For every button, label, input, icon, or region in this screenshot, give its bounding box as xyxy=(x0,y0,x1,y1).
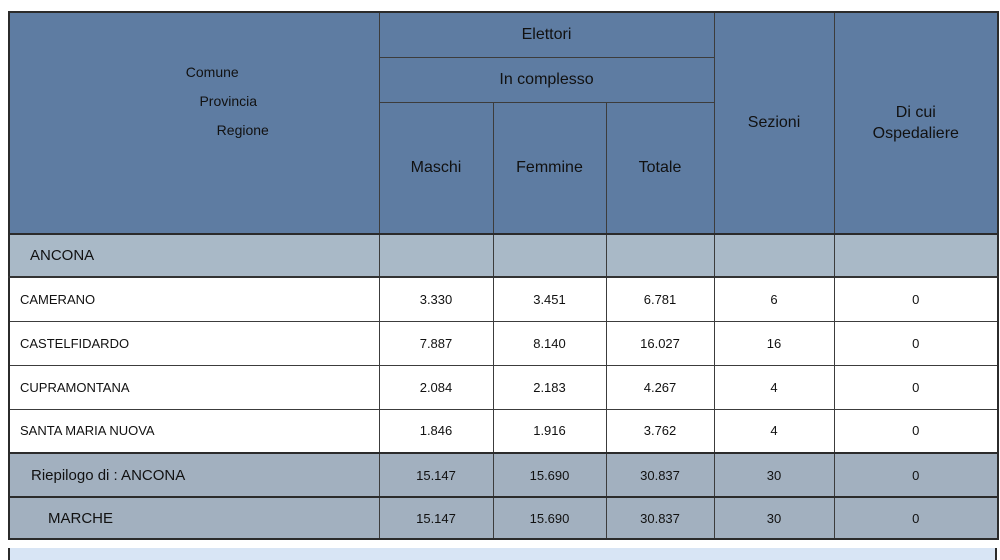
table-row: CASTELFIDARDO 7.887 8.140 16.027 16 0 xyxy=(8,320,999,366)
comune-name: CAMERANO xyxy=(8,276,380,322)
sezioni-value: 6 xyxy=(713,276,835,322)
femmine-value: 3.451 xyxy=(492,276,607,322)
next-section-strip xyxy=(8,548,997,560)
totale-value: 3.762 xyxy=(605,408,715,454)
province-group-row: ANCONA xyxy=(8,233,999,278)
femmine-value: 15.690 xyxy=(492,496,607,540)
table-row: CUPRAMONTANA 2.084 2.183 4.267 4 0 xyxy=(8,364,999,410)
totale-value: 6.781 xyxy=(605,276,715,322)
header-in-complesso: In complesso xyxy=(378,56,715,103)
empty-cell xyxy=(833,233,999,278)
femmine-value: 1.916 xyxy=(492,408,607,454)
comune-name: CASTELFIDARDO xyxy=(8,320,380,366)
summary-row-ancona: Riepilogo di : ANCONA 15.147 15.690 30.8… xyxy=(8,452,999,498)
empty-cell xyxy=(378,233,494,278)
ospedaliere-value: 0 xyxy=(833,276,999,322)
sezioni-value: 4 xyxy=(713,408,835,454)
header-provincia-label: Provincia xyxy=(199,93,258,109)
ospedaliere-value: 0 xyxy=(833,364,999,410)
femmine-value: 8.140 xyxy=(492,320,607,366)
table-row: CAMERANO 3.330 3.451 6.781 6 0 xyxy=(8,276,999,322)
table-header: Comune Provincia Regione Elettori Sezion… xyxy=(8,11,999,235)
maschi-value: 7.887 xyxy=(378,320,494,366)
electors-table: Comune Provincia Regione Elettori Sezion… xyxy=(8,11,1000,540)
summary-row-marche: MARCHE 15.147 15.690 30.837 30 0 xyxy=(8,496,999,540)
header-di-cui-ospedaliere: Di cui Ospedaliere xyxy=(833,11,999,235)
summary-label: MARCHE xyxy=(8,496,380,540)
sezioni-value: 16 xyxy=(713,320,835,366)
table-body: ANCONA CAMERANO 3.330 3.451 6.781 6 0 CA… xyxy=(8,233,999,540)
header-regione-label: Regione xyxy=(216,122,269,138)
totale-value: 30.837 xyxy=(605,496,715,540)
ospedaliere-value: 0 xyxy=(833,496,999,540)
ospedaliere-value: 0 xyxy=(833,320,999,366)
comune-header-lines: Comune Provincia Regione xyxy=(10,13,378,145)
comune-name: CUPRAMONTANA xyxy=(8,364,380,410)
header-comune-label: Comune xyxy=(185,64,239,80)
maschi-value: 1.846 xyxy=(378,408,494,454)
table-row: SANTA MARIA NUOVA 1.846 1.916 3.762 4 0 xyxy=(8,408,999,454)
sezioni-value: 30 xyxy=(713,452,835,498)
ospedaliere-value: 0 xyxy=(833,408,999,454)
header-sezioni: Sezioni xyxy=(713,11,835,235)
header-femmine: Femmine xyxy=(492,101,607,235)
header-di-cui-line1: Di cui xyxy=(895,104,936,121)
sezioni-value: 30 xyxy=(713,496,835,540)
maschi-value: 3.330 xyxy=(378,276,494,322)
totale-value: 4.267 xyxy=(605,364,715,410)
empty-cell xyxy=(713,233,835,278)
empty-cell xyxy=(605,233,715,278)
header-comune-provincia-regione: Comune Provincia Regione xyxy=(8,11,380,235)
header-totale: Totale xyxy=(605,101,715,235)
comune-name: SANTA MARIA NUOVA xyxy=(8,408,380,454)
header-row-in-complesso: In complesso xyxy=(9,56,998,103)
province-label: ANCONA xyxy=(8,233,380,278)
sezioni-value: 4 xyxy=(713,364,835,410)
header-maschi: Maschi xyxy=(378,101,494,235)
header-elettori: Elettori xyxy=(378,11,715,58)
header-row-subcolumns: Maschi Femmine Totale xyxy=(9,101,998,235)
ospedaliere-value: 0 xyxy=(833,452,999,498)
maschi-value: 15.147 xyxy=(378,452,494,498)
header-row-elettori: Comune Provincia Regione Elettori Sezion… xyxy=(8,11,999,235)
maschi-value: 15.147 xyxy=(378,496,494,540)
empty-cell xyxy=(492,233,607,278)
totale-value: 16.027 xyxy=(605,320,715,366)
femmine-value: 15.690 xyxy=(492,452,607,498)
maschi-value: 2.084 xyxy=(378,364,494,410)
header-di-cui-line2: Ospedaliere xyxy=(872,125,959,142)
totale-value: 30.837 xyxy=(605,452,715,498)
femmine-value: 2.183 xyxy=(492,364,607,410)
summary-label: Riepilogo di : ANCONA xyxy=(8,452,380,498)
